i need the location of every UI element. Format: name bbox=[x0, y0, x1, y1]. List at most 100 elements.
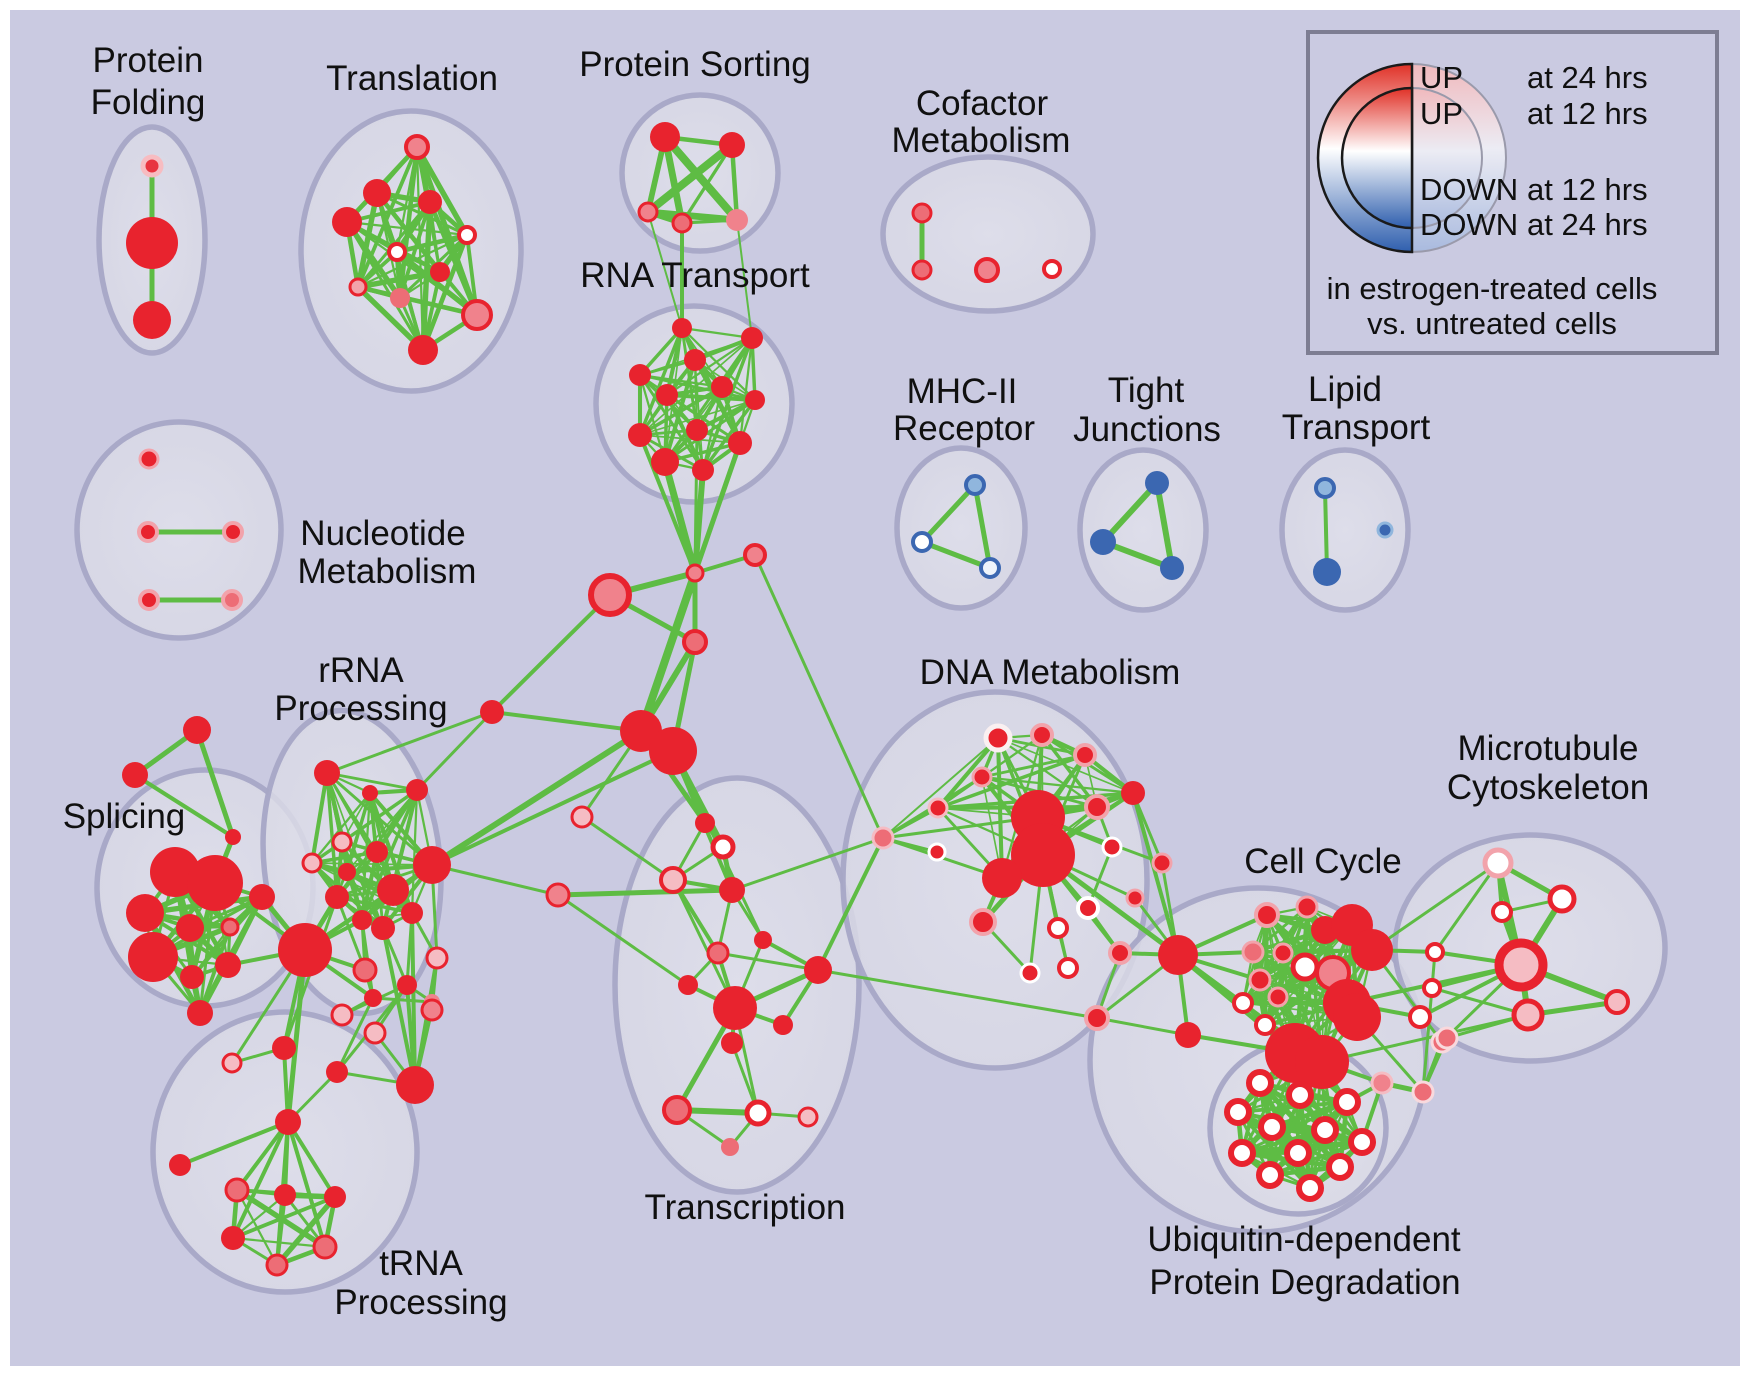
network-node-sp5 bbox=[220, 917, 240, 937]
network-node-dn23 bbox=[1175, 1022, 1201, 1048]
network-node-cc15 bbox=[1254, 1014, 1276, 1036]
network-node-tj1 bbox=[1145, 471, 1169, 495]
network-edge bbox=[1154, 480, 1175, 571]
network-edge bbox=[355, 190, 380, 290]
network-edge bbox=[371, 996, 434, 1004]
network-node-ub3 bbox=[1333, 1088, 1361, 1116]
network-edge bbox=[355, 269, 443, 290]
network-edge bbox=[680, 326, 757, 402]
network-node-dn10 bbox=[1011, 823, 1075, 887]
network-node-rt5 bbox=[656, 384, 678, 406]
network-node-nm4 bbox=[138, 589, 160, 611]
network-node-rr3 bbox=[406, 779, 428, 801]
network-node-tc1 bbox=[695, 813, 715, 833]
network-node-mt5 bbox=[1494, 938, 1548, 992]
network-node-rr12 bbox=[377, 874, 409, 906]
network-node-tn12 bbox=[363, 1021, 387, 1045]
legend-direction-label-1: UP bbox=[1420, 96, 1463, 131]
cluster-ellipse-mhc-ii-receptor bbox=[894, 445, 1028, 611]
network-node-dn19 bbox=[1019, 962, 1041, 984]
network-edge bbox=[639, 399, 756, 436]
network-node-dn1 bbox=[983, 723, 1013, 753]
network-edge bbox=[392, 789, 418, 891]
cluster-label-lipid-transport: Lipid bbox=[1308, 370, 1382, 409]
network-edge bbox=[274, 1194, 338, 1268]
cluster-label-mhc-ii-receptor: MHC-II bbox=[907, 372, 1018, 411]
network-edge bbox=[1430, 986, 1530, 1017]
network-node-rt9 bbox=[628, 423, 652, 447]
network-node-tc15 bbox=[721, 1138, 739, 1156]
cluster-label-dna-metabolism: DNA Metabolism bbox=[920, 653, 1181, 692]
network-node-rr13 bbox=[401, 902, 423, 924]
network-node-tn9 bbox=[326, 1061, 348, 1083]
network-edge bbox=[325, 771, 339, 899]
network-node-dn6 bbox=[1121, 781, 1145, 805]
network-edge bbox=[936, 753, 1087, 810]
network-node-tc11 bbox=[721, 1032, 743, 1054]
network-node-lp2 bbox=[1313, 558, 1341, 586]
network-edge bbox=[490, 593, 612, 714]
network-node-tc12 bbox=[662, 1095, 692, 1125]
network-node-rt3 bbox=[684, 349, 706, 371]
network-node-mt3 bbox=[1491, 901, 1513, 923]
network-node-ub11 bbox=[1256, 1161, 1284, 1189]
network-node-cc5 bbox=[1351, 929, 1393, 971]
network-node-tl5 bbox=[457, 225, 477, 245]
network-edge bbox=[980, 753, 1087, 779]
network-edge bbox=[1095, 1016, 1190, 1037]
network-edge bbox=[555, 887, 735, 898]
network-edge bbox=[816, 968, 1099, 1020]
network-edge bbox=[664, 325, 685, 398]
cluster-label-ubiquitin-degradation: Protein Degradation bbox=[1149, 1263, 1460, 1302]
network-node-tc4 bbox=[719, 877, 745, 903]
network-node-cc7 bbox=[1272, 942, 1294, 964]
network-node-pf1 bbox=[140, 154, 164, 178]
network-node-hb2 bbox=[649, 727, 697, 775]
network-node-dn17 bbox=[1125, 888, 1145, 908]
network-edge bbox=[309, 770, 330, 866]
network-node-dn4 bbox=[971, 766, 993, 788]
network-node-tc7 bbox=[706, 941, 730, 965]
network-node-dn7 bbox=[1084, 794, 1110, 820]
network-node-mt6 bbox=[1422, 978, 1442, 998]
network-node-tl7 bbox=[430, 262, 450, 282]
cluster-label-nucleotide-metabolism: Nucleotide bbox=[300, 514, 465, 553]
cluster-label-lipid-transport: Transport bbox=[1282, 408, 1431, 447]
network-node-dn14 bbox=[969, 908, 997, 936]
network-edge bbox=[235, 1120, 290, 1192]
network-node-sp6 bbox=[249, 884, 275, 910]
network-node-ub2 bbox=[1286, 1081, 1314, 1109]
network-node-ub8 bbox=[1228, 1139, 1256, 1167]
network-edge bbox=[381, 926, 417, 1087]
network-edge bbox=[325, 710, 494, 775]
network-edge bbox=[430, 749, 675, 867]
network-node-tn8 bbox=[221, 1052, 243, 1074]
network-node-jn4 bbox=[682, 629, 708, 655]
network-node-cc21 bbox=[1411, 1080, 1435, 1104]
network-edge bbox=[638, 373, 757, 402]
cluster-label-rrna-processing: Processing bbox=[274, 689, 447, 728]
cluster-label-ubiquitin-degradation: Ubiquitin-dependent bbox=[1147, 1220, 1461, 1259]
cluster-label-cofactor-metabolism: Cofactor bbox=[916, 84, 1049, 123]
network-node-cf3 bbox=[974, 257, 1000, 283]
network-edge bbox=[753, 553, 885, 840]
network-edge bbox=[638, 433, 697, 575]
network-node-rr9 bbox=[325, 885, 349, 909]
cluster-label-trna-processing: Processing bbox=[334, 1283, 507, 1322]
network-node-rr15 bbox=[397, 975, 417, 995]
network-edge bbox=[345, 220, 469, 237]
network-node-rt10 bbox=[728, 431, 752, 455]
network-edge bbox=[664, 392, 758, 403]
network-node-tn2 bbox=[274, 1184, 296, 1206]
network-node-tl3 bbox=[418, 190, 442, 214]
network-edge bbox=[882, 737, 999, 839]
cluster-label-rrna-processing: rRNA bbox=[318, 651, 404, 690]
network-node-mh1 bbox=[964, 474, 986, 496]
network-node-tl10 bbox=[461, 299, 493, 331]
network-edge bbox=[194, 727, 236, 840]
cluster-ellipse-transcription bbox=[612, 775, 862, 1195]
network-node-mt7 bbox=[1604, 989, 1630, 1015]
network-node-rr16 bbox=[364, 989, 382, 1007]
network-node-tl8 bbox=[348, 277, 368, 297]
